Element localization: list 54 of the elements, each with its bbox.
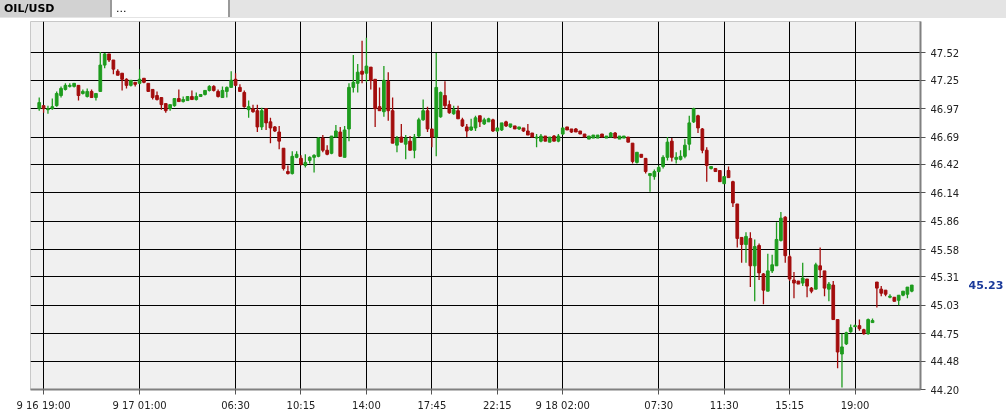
y-tick-label: 46.69 — [930, 132, 960, 144]
candlestick — [744, 231, 748, 264]
x-tick-label: 9 18 02:00 — [535, 399, 590, 411]
text: 45.23 — [968, 279, 1004, 293]
y-tick-label: 46.42 — [930, 159, 960, 171]
candlestick — [752, 238, 757, 302]
x-tick-label: 9 17 01:00 — [112, 399, 167, 411]
chart-title: OIL/USD — [0, 0, 112, 17]
x-tick-label: 07:30 — [644, 399, 674, 411]
candlestick — [800, 262, 805, 287]
x-tick-label: 15:15 — [775, 399, 805, 411]
candlestick — [259, 107, 264, 131]
candlestick — [46, 104, 50, 115]
y-tick-label: 44.20 — [930, 384, 960, 396]
candlestick — [875, 281, 879, 309]
candlestick — [805, 278, 809, 298]
chart-subtitle: ... — [112, 0, 230, 17]
y-tick-label: 47.52 — [930, 47, 960, 59]
y-tick-label: 47.25 — [930, 75, 960, 87]
candlestick — [360, 40, 364, 84]
candlestick — [443, 80, 447, 110]
x-tick-label: 17:45 — [417, 399, 447, 411]
candlestick — [355, 63, 360, 94]
candlestick — [264, 108, 268, 131]
y-tick-label: 45.31 — [930, 271, 960, 283]
x-tick-label: 9 16 19:00 — [16, 399, 71, 411]
candlestick — [281, 147, 286, 172]
candlestick — [648, 172, 652, 193]
y-tick-label: 44.75 — [930, 328, 960, 340]
candlestick — [669, 137, 674, 163]
candlestick — [255, 103, 260, 133]
y-tick-label: 46.97 — [930, 103, 960, 115]
y-tick-label: 44.48 — [930, 356, 960, 368]
x-tick-label: 19:00 — [840, 399, 870, 411]
x-tick-label: 11:30 — [709, 399, 739, 411]
candlestick — [403, 134, 408, 161]
candlestick — [190, 89, 194, 101]
y-tick-label: 45.58 — [930, 244, 960, 256]
candlestick — [120, 72, 124, 92]
y-tick-label: 45.03 — [930, 300, 960, 312]
candlestick — [840, 333, 844, 389]
candlestick — [827, 281, 831, 302]
candlestick — [630, 142, 635, 165]
candlestick — [290, 150, 295, 176]
x-tick-label: 22:15 — [482, 399, 512, 411]
x-tick-label: 14:00 — [352, 399, 381, 411]
y-tick-label: 46.14 — [930, 187, 960, 199]
candlestick — [765, 253, 770, 292]
candlestick — [277, 125, 282, 150]
x-tick-label: 10:15 — [286, 399, 316, 411]
y-tick-label: 45.86 — [930, 216, 960, 228]
candlestick — [364, 37, 369, 83]
candlestick — [399, 123, 404, 143]
x-tick-label: 06:30 — [221, 399, 250, 411]
